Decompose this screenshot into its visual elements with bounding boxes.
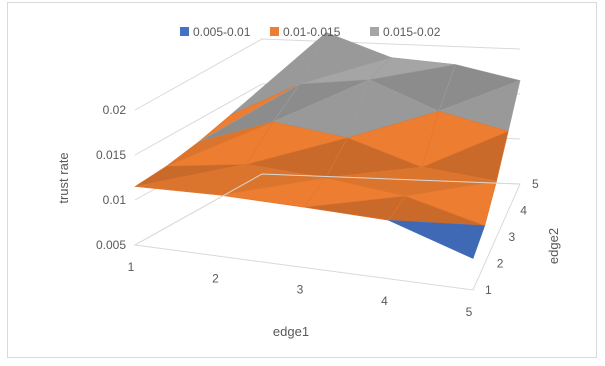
y-tick-label: 3	[509, 230, 516, 244]
legend-label: 0.005-0.01	[193, 25, 251, 39]
surface-facet	[388, 219, 486, 259]
legend: 0.005-0.01 0.01-0.015 0.015-0.02	[180, 25, 441, 39]
z-tick-label: 0.005	[96, 238, 126, 252]
z-axis-title: trust rate	[56, 152, 71, 203]
z-axis-ticks: 0.005 0.01 0.015 0.02	[96, 103, 126, 252]
x-tick-label: 4	[381, 294, 388, 308]
surface-facet	[303, 195, 406, 221]
x-tick-label: 5	[466, 305, 473, 319]
x-tick-label: 2	[212, 271, 219, 285]
legend-label: 0.015-0.02	[383, 25, 441, 39]
z-tick-label: 0.015	[96, 148, 126, 162]
x-axis-title: edge1	[273, 324, 309, 339]
y-tick-label: 1	[485, 283, 492, 297]
x-tick-label: 3	[297, 283, 304, 297]
surface	[134, 32, 521, 259]
z-gridline	[134, 38, 521, 111]
x-tick-label: 1	[128, 260, 135, 274]
legend-label: 0.01-0.015	[283, 25, 341, 39]
z-tick-label: 0.01	[103, 193, 127, 207]
legend-swatch	[270, 27, 279, 36]
floor-outline	[133, 173, 521, 291]
x-axis-ticks: 1 2 3 4 5	[128, 260, 473, 319]
y-tick-label: 2	[497, 257, 504, 271]
surface-facet	[134, 164, 247, 196]
legend-swatch	[370, 27, 379, 36]
y-axis-title: edge2	[546, 228, 561, 264]
surface-facet	[219, 177, 327, 208]
y-tick-label: 5	[532, 177, 539, 191]
z-tick-label: 0.02	[103, 103, 127, 117]
y-tick-label: 4	[520, 204, 527, 218]
legend-swatch	[180, 27, 189, 36]
axis-lines	[133, 173, 521, 291]
